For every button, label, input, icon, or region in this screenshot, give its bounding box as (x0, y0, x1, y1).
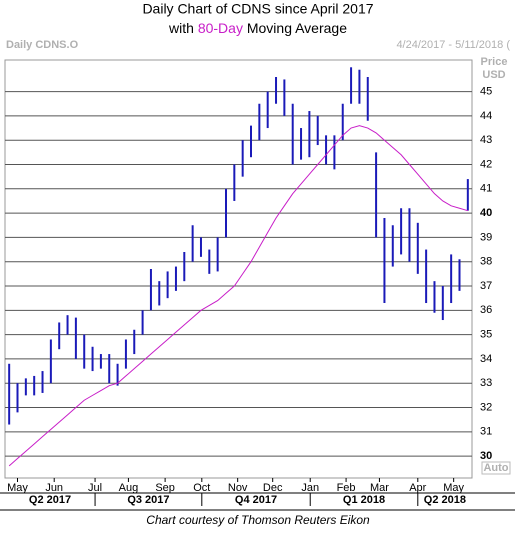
subtitle-highlight: 80-Day (198, 20, 243, 36)
chart-subtitle: with 80-Day Moving Average (168, 20, 347, 36)
quarter-label: Q2 2017 (29, 494, 71, 506)
quarter-label: Q4 2017 (235, 494, 277, 506)
chart-title: Daily Chart of CDNS since April 2017 (142, 1, 373, 17)
y-tick-label: 38 (480, 256, 492, 268)
quarter-label: Q3 2017 (127, 494, 169, 506)
x-tick-label: Apr (409, 482, 426, 494)
x-tick-label: Aug (119, 482, 139, 494)
symbol-label: Daily CDNS.O (6, 39, 79, 51)
x-tick-label: Sep (155, 482, 175, 494)
footer: Chart courtesy of Thomson Reuters Eikon (146, 513, 370, 527)
axis-unit: USD (482, 69, 505, 81)
y-tick-label: 42 (480, 158, 492, 170)
date-range: 4/24/2017 - 5/11/2018 ( (396, 39, 510, 51)
x-tick-label: Jan (301, 482, 319, 494)
y-tick-label: 31 (480, 426, 492, 438)
y-tick-label: 40 (480, 207, 492, 219)
x-tick-label: Mar (370, 482, 389, 494)
y-tick-label: 32 (480, 401, 492, 413)
subtitle-text: with (168, 20, 198, 36)
x-tick-label: Feb (337, 482, 356, 494)
x-tick-label: Nov (228, 482, 248, 494)
y-tick-label: 43 (480, 134, 492, 146)
quarter-label: Q2 2018 (424, 494, 466, 506)
x-tick-label: Jul (88, 482, 102, 494)
scale-mode: Auto (483, 462, 508, 474)
y-tick-label: 39 (480, 231, 492, 243)
y-tick-label: 35 (480, 329, 492, 341)
x-tick-label: May (7, 482, 28, 494)
y-tick-label: 44 (480, 110, 492, 122)
x-tick-label: May (443, 482, 464, 494)
y-tick-label: 34 (480, 353, 492, 365)
moving-average (8, 125, 468, 467)
y-tick-label: 45 (480, 85, 492, 97)
plot-frame (4, 59, 473, 479)
y-tick-label: 33 (480, 377, 492, 389)
y-tick-label: 41 (480, 183, 492, 195)
subtitle-text: Moving Average (243, 20, 347, 36)
y-tick-label: 30 (480, 450, 492, 462)
scale-box (481, 461, 511, 475)
x-tick-label: Oct (193, 482, 210, 494)
quarter-label: Q1 2018 (343, 494, 385, 506)
y-tick-label: 36 (480, 304, 492, 316)
axis-unit: Price (481, 56, 508, 68)
y-tick-label: 37 (480, 280, 492, 292)
x-tick-label: Dec (263, 482, 283, 494)
x-tick-label: Jun (45, 482, 63, 494)
